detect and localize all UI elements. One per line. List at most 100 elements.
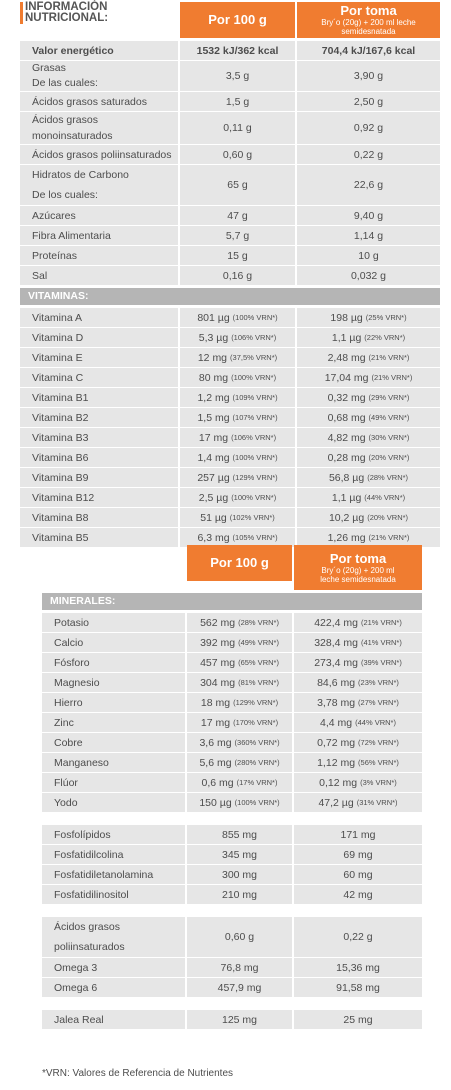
row-label: Vitamina B9 bbox=[20, 468, 178, 487]
value-cell: 855 mg bbox=[187, 825, 292, 844]
row-label: Ácidos grasos poliinsaturados bbox=[20, 145, 178, 164]
header-label bbox=[42, 545, 185, 590]
value-cell: 47 g bbox=[180, 206, 295, 225]
value-cell: 69 mg bbox=[294, 845, 422, 864]
row-label: Vitamina B1 bbox=[20, 388, 178, 407]
value-cell: 56,8 µg (28% VRN*) bbox=[297, 468, 440, 487]
header-subtext: Bry´o (20g) + 200 ml leche semidesnatada bbox=[320, 565, 396, 584]
value-cell: 1,5 mg (107% VRN*) bbox=[180, 408, 295, 427]
value-text: 198 µg bbox=[330, 311, 363, 324]
table-row: Vitamina A 801 µg (100% VRN*) 198 µg (25% VR… bbox=[20, 308, 440, 327]
section-header: VITAMINAS: bbox=[20, 288, 440, 305]
vrn-text: (41% VRN*) bbox=[360, 637, 402, 647]
value-cell: 22,6 g bbox=[297, 165, 440, 205]
row-label: Manganeso bbox=[42, 753, 185, 772]
value-cell: 300 mg bbox=[187, 865, 292, 884]
value-cell: 1,5 g bbox=[180, 92, 295, 111]
table-row: Calcio 392 mg (49% VRN*) 328,4 mg (41% VRN*) bbox=[42, 633, 422, 652]
group-gap bbox=[42, 998, 422, 1010]
row-label: Vitamina B12 bbox=[20, 488, 178, 507]
table-row: Omega 6 457,9 mg 91,58 mg bbox=[42, 978, 422, 997]
table-row: Hidratos de Carbono De los cuales: 65 g 22… bbox=[20, 165, 440, 205]
value-text: 0,72 mg bbox=[317, 736, 356, 749]
value-cell: 457 mg (65% VRN*) bbox=[187, 653, 292, 672]
row-label: Grasas De las cuales: bbox=[20, 61, 178, 91]
vrn-text: (49% VRN*) bbox=[238, 637, 279, 647]
value-cell: 5,7 g bbox=[180, 226, 295, 245]
row-label: Vitamina B3 bbox=[20, 428, 178, 447]
value-text: 17 mg bbox=[198, 431, 229, 444]
value-cell: 198 µg (25% VRN*) bbox=[297, 308, 440, 327]
value-cell: 25 mg bbox=[294, 1010, 422, 1029]
value-cell: 704,4 kJ/167,6 kcal bbox=[297, 41, 440, 60]
value-text: 150 µg bbox=[199, 796, 232, 809]
value-text: 5,3 µg bbox=[198, 331, 229, 344]
vrn-text: (129% VRN*) bbox=[233, 697, 279, 707]
value-cell: 15,36 mg bbox=[294, 958, 422, 977]
vrn-text: (44% VRN*) bbox=[355, 717, 396, 727]
value-cell: 2,5 µg (100% VRN*) bbox=[180, 488, 295, 507]
vrn-text: (23% VRN*) bbox=[358, 677, 399, 687]
value-text: 801 µg bbox=[197, 311, 230, 324]
row-label: Yodo bbox=[42, 793, 185, 812]
value-cell: 18 mg (129% VRN*) bbox=[187, 693, 292, 712]
row-label: Hidratos de Carbono De los cuales: bbox=[20, 165, 178, 205]
row-label: Ácidos grasos poliinsaturados bbox=[42, 917, 185, 957]
table-row: Vitamina B12 2,5 µg (100% VRN*) 1,1 µg (44% … bbox=[20, 488, 440, 507]
header-col1: Por 100 g bbox=[187, 545, 292, 581]
value-text: 304 mg bbox=[200, 676, 236, 689]
vrn-text: (72% VRN*) bbox=[358, 737, 399, 747]
value-cell: 2,48 mg (21% VRN*) bbox=[297, 348, 440, 367]
table-row: Fosfatidiletanolamina 300 mg 60 mg bbox=[42, 865, 422, 884]
header-col2: Por toma Bry´o (20g) + 200 ml leche semid… bbox=[294, 545, 422, 590]
row-label: Hierro bbox=[42, 693, 185, 712]
row-label: Vitamina B6 bbox=[20, 448, 178, 467]
value-cell: 4,82 mg (30% VRN*) bbox=[297, 428, 440, 447]
value-text: 0,12 mg bbox=[319, 776, 358, 789]
table-title: INFORMACIÓN NUTRICIONAL: bbox=[20, 1, 108, 24]
table-row: Cobre 3,6 mg (360% VRN*) 0,72 mg (72% VRN*) bbox=[42, 733, 422, 752]
value-cell: 0,22 g bbox=[294, 917, 422, 957]
minerals-table: Por 100 g Por toma Bry´o (20g) + 200 ml le… bbox=[42, 545, 422, 1030]
table-row: Ácidos grasos monoinsaturados 0,11 g 0,92 … bbox=[20, 112, 440, 144]
value-cell: 17 mg (106% VRN*) bbox=[180, 428, 295, 447]
value-cell: 1,14 g bbox=[297, 226, 440, 245]
row-label: Jalea Real bbox=[42, 1010, 185, 1029]
header-label: INFORMACIÓN NUTRICIONAL: bbox=[20, 1, 178, 38]
value-cell: 273,4 mg (39% VRN*) bbox=[294, 653, 422, 672]
vrn-text: (25% VRN*) bbox=[365, 312, 407, 322]
value-cell: 0,28 mg (20% VRN*) bbox=[297, 448, 440, 467]
value-cell: 1,1 µg (22% VRN*) bbox=[297, 328, 440, 347]
vrn-text: (17% VRN*) bbox=[236, 777, 278, 787]
row-label: Fósforo bbox=[42, 653, 185, 672]
header-text: Por 100 g bbox=[210, 555, 269, 570]
table-row: Proteínas 15 g 10 g bbox=[20, 246, 440, 265]
value-cell: 0,22 g bbox=[297, 145, 440, 164]
value-cell: 42 mg bbox=[294, 885, 422, 904]
value-text: 80 mg bbox=[198, 371, 229, 384]
value-cell: 422,4 mg (21% VRN*) bbox=[294, 613, 422, 632]
table-row: Vitamina B6 1,4 mg (100% VRN*) 0,28 mg (20% … bbox=[20, 448, 440, 467]
row-label: Vitamina E bbox=[20, 348, 178, 367]
value-text: 1,1 µg bbox=[331, 331, 362, 344]
value-cell: 3,5 g bbox=[180, 61, 295, 91]
table-row: Ácidos grasos saturados 1,5 g 2,50 g bbox=[20, 92, 440, 111]
row-label: Fosfolípidos bbox=[42, 825, 185, 844]
vrn-text: (100% VRN*) bbox=[232, 312, 278, 322]
vrn-text: (280% VRN*) bbox=[234, 757, 280, 767]
table-row: Vitamina C 80 mg (100% VRN*) 17,04 mg (21% V… bbox=[20, 368, 440, 387]
vrn-text: (21% VRN*) bbox=[368, 352, 410, 362]
value-text: 1,5 mg bbox=[197, 411, 230, 424]
value-text: 0,32 mg bbox=[327, 391, 366, 404]
row-label: Fosfatidilcolina bbox=[42, 845, 185, 864]
table-row: Sal 0,16 g 0,032 g bbox=[20, 266, 440, 285]
value-cell: 125 mg bbox=[187, 1010, 292, 1029]
vrn-text: (65% VRN*) bbox=[238, 657, 279, 667]
value-text: 273,4 mg bbox=[314, 656, 358, 669]
row-label: Flúor bbox=[42, 773, 185, 792]
value-text: 1,4 mg bbox=[197, 451, 230, 464]
value-cell: 304 mg (81% VRN*) bbox=[187, 673, 292, 692]
value-cell: 10,2 µg (20% VRN*) bbox=[297, 508, 440, 527]
value-text: 3,78 mg bbox=[317, 696, 356, 709]
row-label: Vitamina B2 bbox=[20, 408, 178, 427]
